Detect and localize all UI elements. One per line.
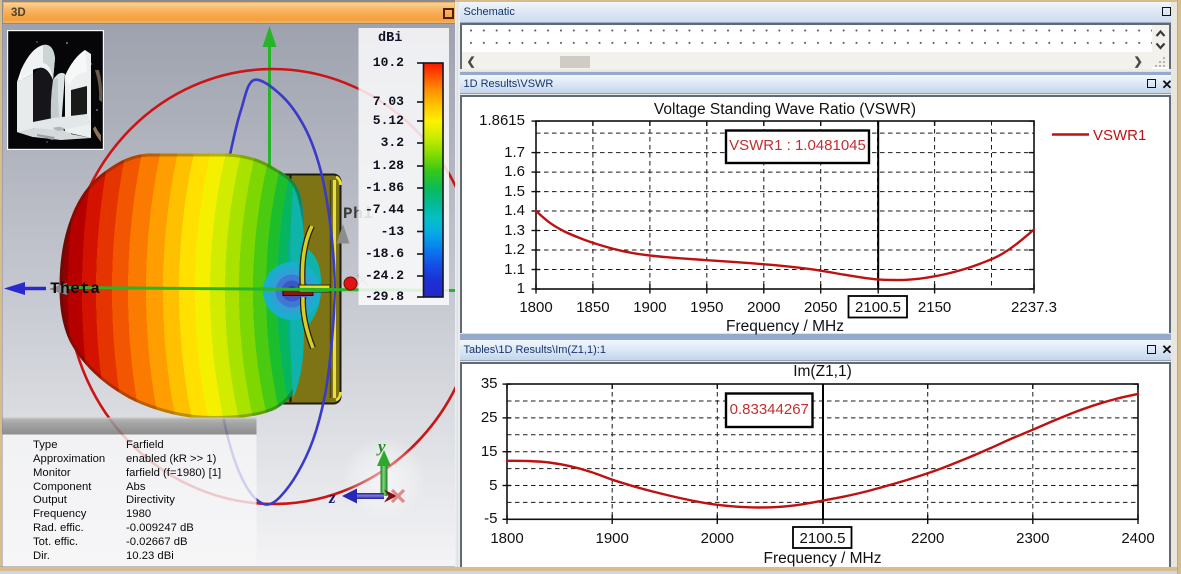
svg-text:z: z [328,488,336,507]
svg-text:y: y [376,437,386,456]
svg-text:Theta: Theta [50,280,101,298]
